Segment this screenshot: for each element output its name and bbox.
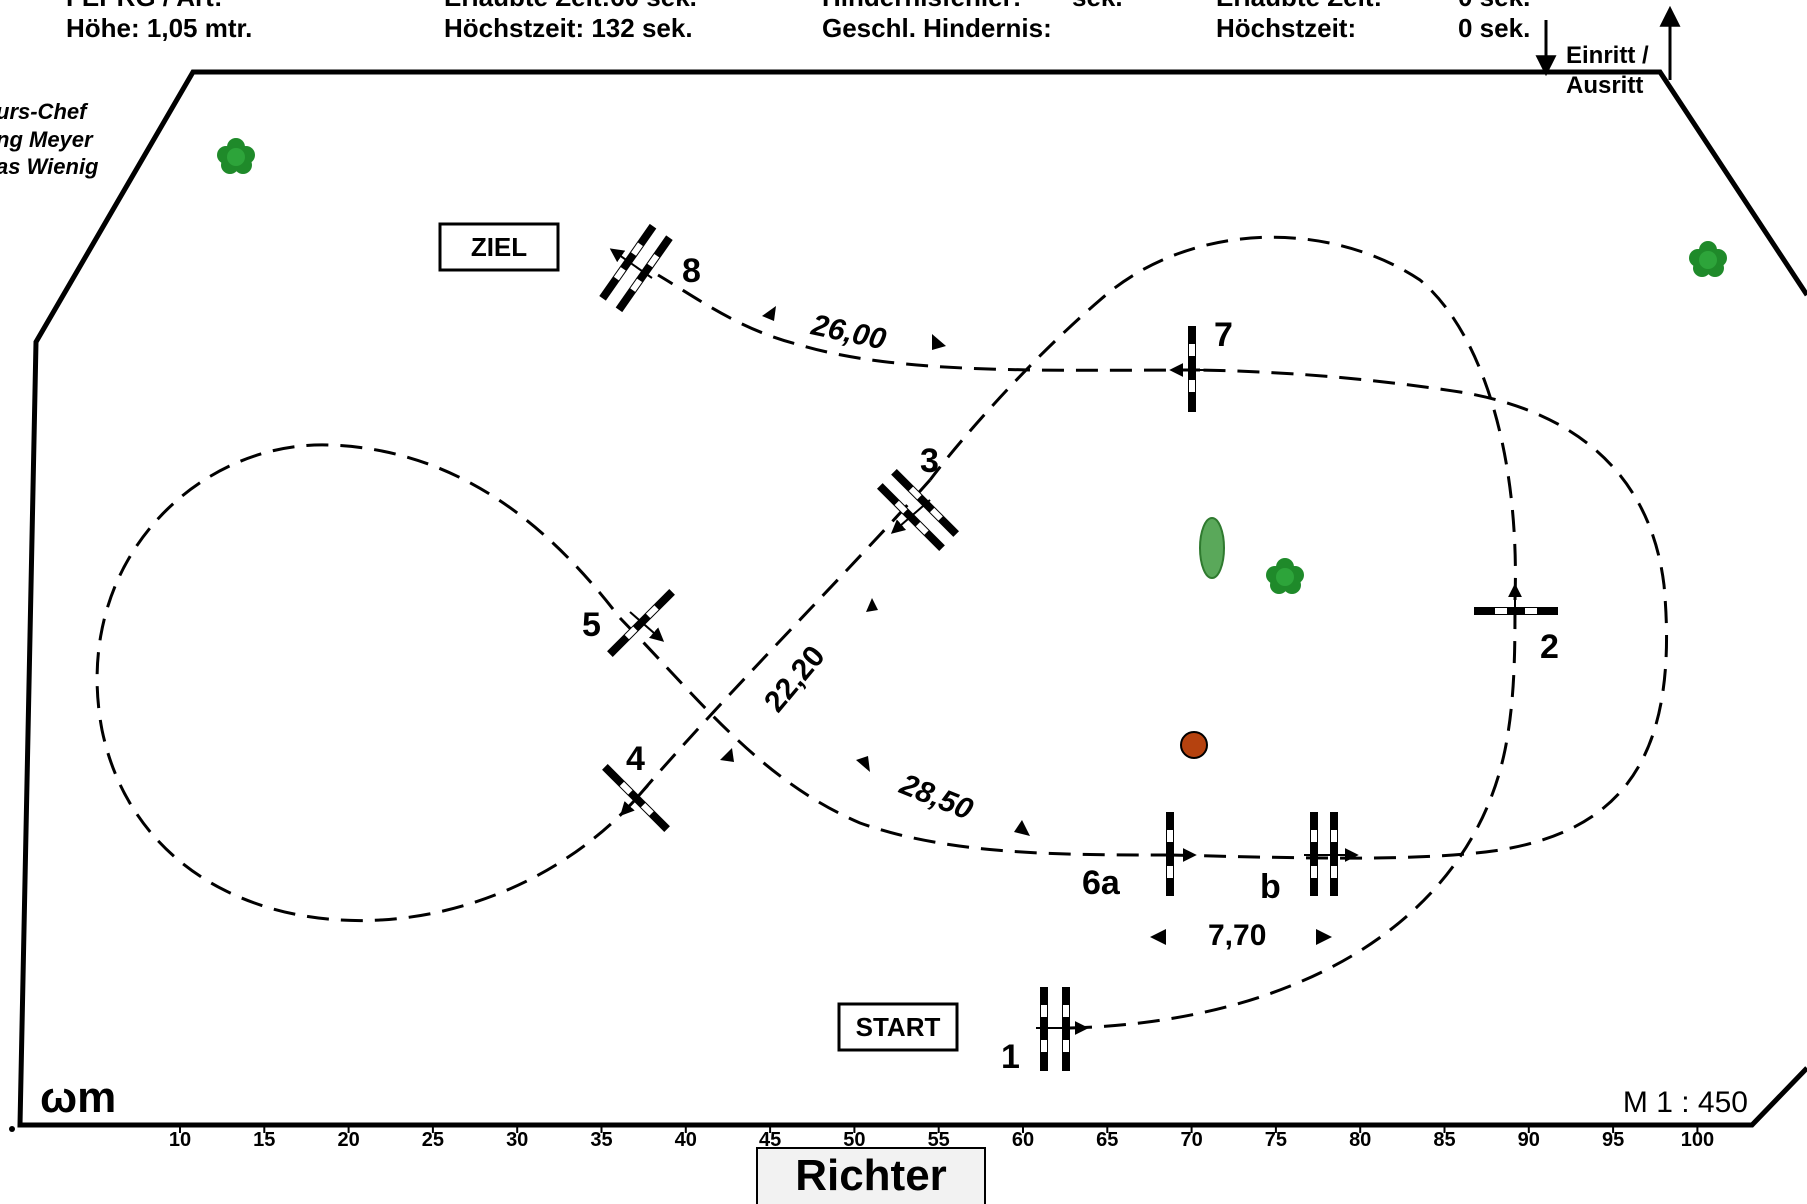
obstacle-label-8: 8 bbox=[682, 252, 701, 290]
obstacle-label-4: 4 bbox=[626, 740, 645, 778]
ruler-tick-label: 15 bbox=[253, 1129, 275, 1151]
distance-arrow-right bbox=[1014, 820, 1030, 836]
header-hoechstzeit-2-value: 0 sek. bbox=[1458, 13, 1530, 43]
ruler-tick-label: 100 bbox=[1681, 1129, 1714, 1151]
ziel-label: ZIEL bbox=[471, 232, 527, 262]
obstacle-label-1: 1 bbox=[1001, 1038, 1020, 1076]
bush-icon bbox=[1199, 517, 1225, 579]
course-path-7-to-8 bbox=[657, 273, 1201, 372]
course-path-left-loop bbox=[95, 443, 637, 923]
designer-logo: ωm bbox=[40, 1073, 116, 1122]
ruler-tick-label: 35 bbox=[590, 1129, 612, 1151]
distance-arrow-down bbox=[720, 748, 734, 762]
obstacle-5-direction bbox=[629, 611, 665, 642]
scale-label: M 1 : 450 bbox=[1623, 1086, 1748, 1119]
header-erlaubte-zeit: Erlaubte Zeit:60 sek. bbox=[444, 0, 697, 12]
ruler-tick-label: 20 bbox=[337, 1129, 359, 1151]
start-box bbox=[837, 1002, 959, 1052]
ruler-tick-label: 75 bbox=[1265, 1129, 1287, 1151]
ruler-tick-label: 65 bbox=[1096, 1129, 1118, 1151]
ruler: 10 15 20 25 30 35 40 45 50 55 60 65 70 75 80 85 90 95 100 bbox=[169, 1125, 1714, 1151]
obstacle-4-direction bbox=[620, 785, 649, 817]
header-hoechstzeit: Höchstzeit: 132 sek. bbox=[444, 13, 693, 43]
obstacle-3-direction bbox=[890, 499, 931, 534]
ruler-tick-label: 30 bbox=[506, 1129, 528, 1151]
obstacle-1 bbox=[1036, 987, 1089, 1071]
tree-icon bbox=[217, 138, 255, 174]
obstacle-label-6b: b bbox=[1260, 868, 1281, 906]
ruler-tick-label: 70 bbox=[1180, 1129, 1202, 1151]
arena-outline bbox=[17, 69, 1807, 1128]
obstacle-label-6a: 6a bbox=[1082, 864, 1121, 902]
ruler-tick-label: 50 bbox=[843, 1129, 865, 1151]
tree-icon bbox=[1689, 241, 1727, 277]
distance-arrow-left bbox=[856, 756, 870, 772]
obstacle-8-direction bbox=[609, 248, 653, 279]
obstacle-label-3: 3 bbox=[920, 442, 939, 480]
course-path-1-to-2 bbox=[1069, 599, 1517, 1030]
obstacle-label-2: 2 bbox=[1540, 628, 1559, 666]
start-label: START bbox=[856, 1012, 941, 1042]
header-erlaubte-zeit-2-value: 0 sek. bbox=[1458, 0, 1530, 12]
richter-label: Richter bbox=[795, 1151, 947, 1200]
header-geschl-hindernis: Geschl. Hindernis: bbox=[822, 13, 1052, 43]
distance-arrow-left bbox=[1150, 929, 1166, 945]
header-hindernisfehler-unit: sek. bbox=[1072, 0, 1123, 12]
distance-arrow-left bbox=[762, 306, 776, 321]
header-hoehe: Höhe: 1,05 mtr. bbox=[66, 13, 252, 43]
tree-icon bbox=[1266, 558, 1304, 594]
credit-line-3: as Wienig bbox=[0, 154, 99, 179]
distance-arrow-right bbox=[932, 334, 946, 350]
ziel-box bbox=[438, 222, 560, 272]
credit-line-2: ng Meyer bbox=[0, 127, 94, 152]
distance-label: 22,20 bbox=[758, 640, 832, 719]
ruler-tick-label: 60 bbox=[1012, 1129, 1034, 1151]
ruler-tick-label: 25 bbox=[422, 1129, 444, 1151]
distance-arrow-right bbox=[1316, 929, 1332, 945]
ruler-tick-label: 40 bbox=[675, 1129, 697, 1151]
obstacle-5 bbox=[607, 589, 675, 657]
entry-label-2: Ausritt bbox=[1566, 72, 1643, 99]
ruler-tick-label: 85 bbox=[1433, 1129, 1455, 1151]
obstacle-label-7: 7 bbox=[1214, 316, 1233, 354]
distance-label: 28,50 bbox=[894, 768, 977, 827]
richter-box bbox=[756, 1147, 986, 1204]
entry-label-1: Einritt / bbox=[1566, 42, 1649, 69]
obstacle-6b bbox=[1304, 812, 1359, 896]
corner-dot bbox=[9, 1126, 15, 1132]
header-hoechstzeit-2-label: Höchstzeit: bbox=[1216, 13, 1356, 43]
ruler-tick-label: 45 bbox=[759, 1129, 781, 1151]
credit-line-1: urs-Chef bbox=[0, 99, 89, 124]
header-erlaubte-zeit-2: Erlaubte Zeit: bbox=[1216, 0, 1382, 12]
obstacle-label-5: 5 bbox=[582, 606, 601, 644]
distance-arrow-up bbox=[866, 598, 878, 612]
ruler-tick-label: 55 bbox=[928, 1129, 950, 1151]
header-hindernisfehler: Hindernisfehler: bbox=[822, 0, 1021, 12]
ruler-tick-label: 80 bbox=[1349, 1129, 1371, 1151]
course-path-5-to-6a bbox=[618, 616, 1171, 857]
course-path-6b-right-loop bbox=[1169, 368, 1669, 860]
ruler-tick-label: 10 bbox=[169, 1129, 191, 1151]
ruler-tick-label: 90 bbox=[1518, 1129, 1540, 1151]
obstacle-7 bbox=[1169, 326, 1204, 412]
obstacle-2 bbox=[1474, 583, 1558, 618]
course-path-3-to-4 bbox=[633, 479, 932, 801]
header-art: FEPRG / Art: bbox=[66, 0, 222, 12]
obstacle-6a bbox=[1160, 812, 1197, 896]
marker-dot bbox=[1180, 731, 1208, 759]
distance-label: 7,70 bbox=[1208, 919, 1266, 952]
ruler-tick-label: 95 bbox=[1602, 1129, 1624, 1151]
course-path-2-to-3 bbox=[928, 235, 1517, 601]
